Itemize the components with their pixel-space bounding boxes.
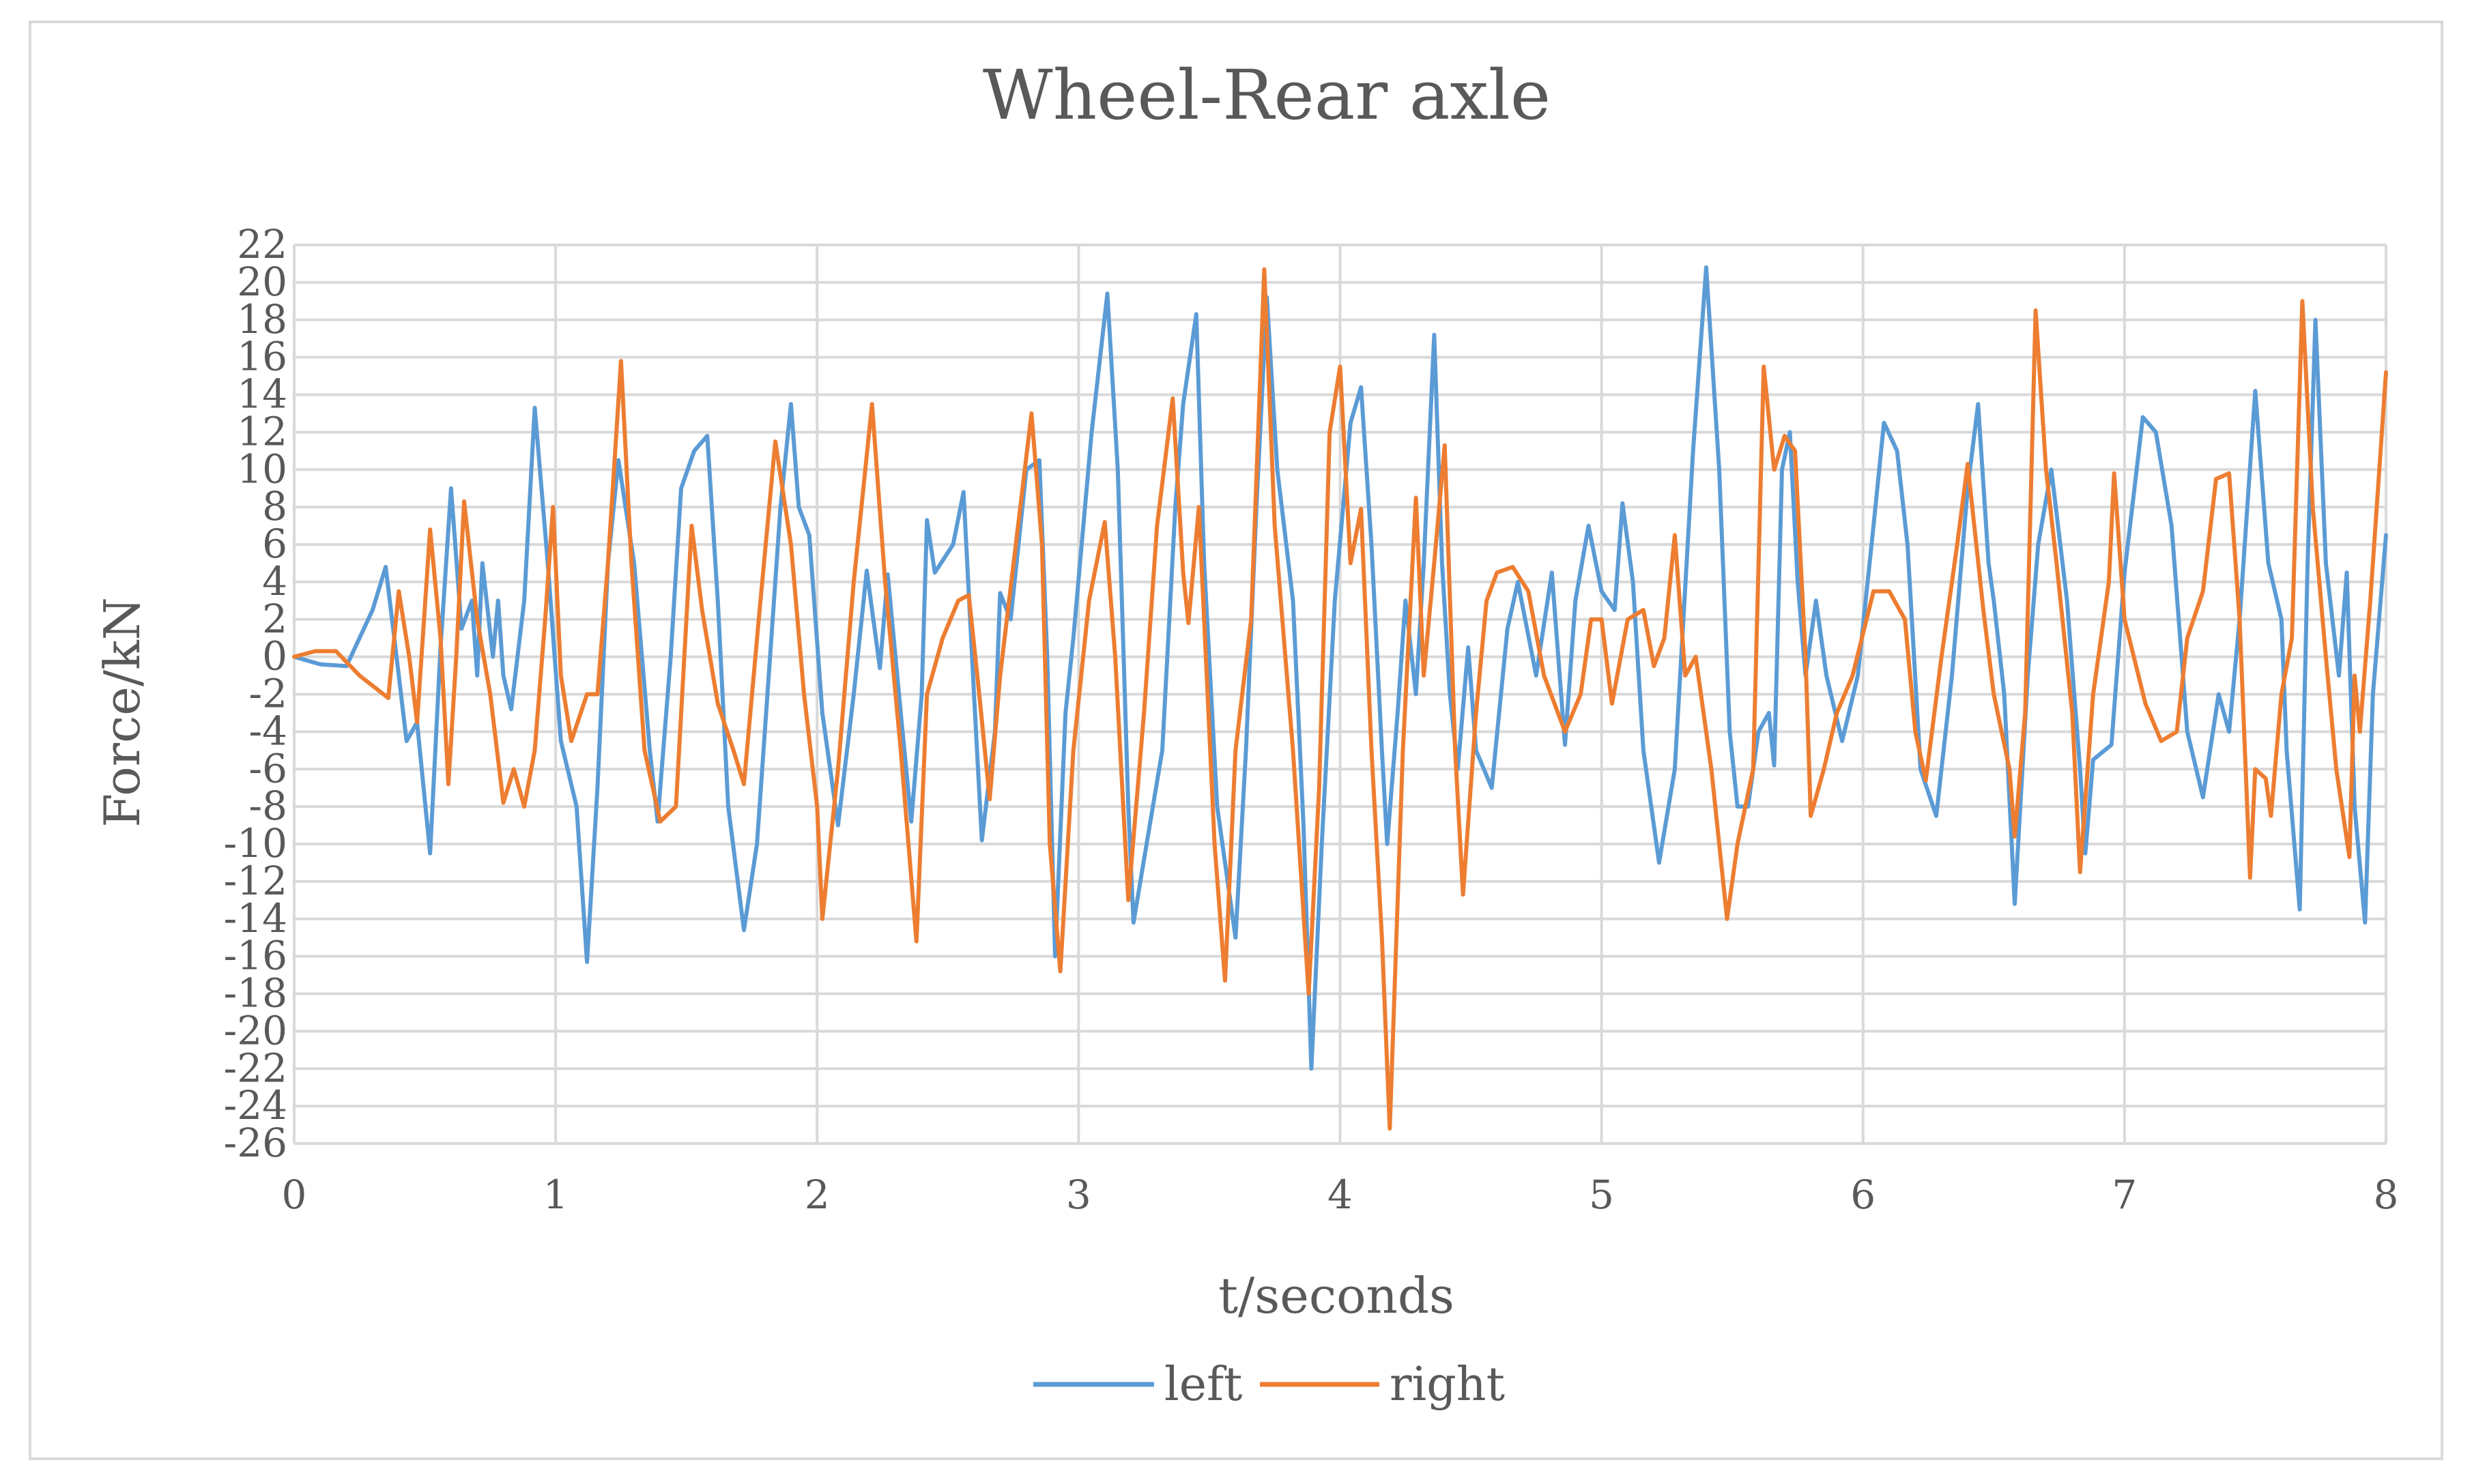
y-tick-label: 8 [262,483,287,529]
y-tick-label: -26 [224,1120,287,1166]
chart-title: Wheel-Rear axle [983,55,1551,135]
y-tick-label: -16 [224,933,287,979]
y-tick-label: -10 [224,820,287,867]
series-line-right [292,267,2388,1131]
y-tick-label: 18 [237,296,287,343]
line-chart: 2220181614121086420-2-4-6-8-10-12-14-16-… [94,55,2399,1412]
y-tick-label: -2 [249,671,288,717]
y-tick-label: -20 [224,1007,287,1053]
legend: left right [1033,1358,1505,1412]
y-tick-label: -8 [249,783,288,829]
y-tick-label: -14 [224,895,287,942]
x-axis-title: t/seconds [1218,1267,1454,1324]
y-tick-label: 2 [262,596,287,642]
chart-frame: 22 20 18 16 14 12 10 8 6 4 2 0 -2 -4 -6 -8 -10 -12 -14 -16-… [29,20,2443,1460]
x-tick-label: 1 [543,1172,569,1218]
y-tick-label: 6 [262,521,287,567]
y-tick-label: 22 [237,221,287,267]
y-tick-label: -24 [224,1082,287,1129]
y-tick-label: 16 [237,334,287,380]
x-tick-label: 7 [2112,1172,2137,1218]
legend-label-left: left [1164,1358,1242,1412]
x-tick-label: 3 [1066,1172,1091,1218]
y-tick-label: 10 [237,446,287,492]
x-tick-label: 2 [805,1172,830,1218]
y-tick-label: 12 [237,408,287,454]
series-lines [292,265,2388,1131]
y-tick-label: 14 [237,371,287,418]
x-tick-label: 0 [282,1172,307,1218]
y-tick-label: 20 [237,259,287,305]
y-tick-label: 4 [262,558,287,605]
y-tick-label: -22 [224,1045,287,1091]
x-tick-label: 6 [1850,1172,1875,1218]
y-tick-label: -12 [224,858,287,904]
y-axis-title: Force/kN [94,597,151,828]
y-tick-label: -18 [224,970,287,1017]
x-tick-label: 4 [1327,1172,1353,1218]
y-tick-label: 0 [262,633,287,680]
legend-label-right: right [1390,1358,1505,1412]
x-tick-label: 8 [2374,1172,2399,1218]
y-tick-label: -4 [249,708,288,754]
y-tick-label: -6 [249,745,288,791]
tick-labels: 2220181614121086420-2-4-6-8-10-12-14-16-… [224,221,2399,1218]
x-tick-label: 5 [1589,1172,1614,1218]
